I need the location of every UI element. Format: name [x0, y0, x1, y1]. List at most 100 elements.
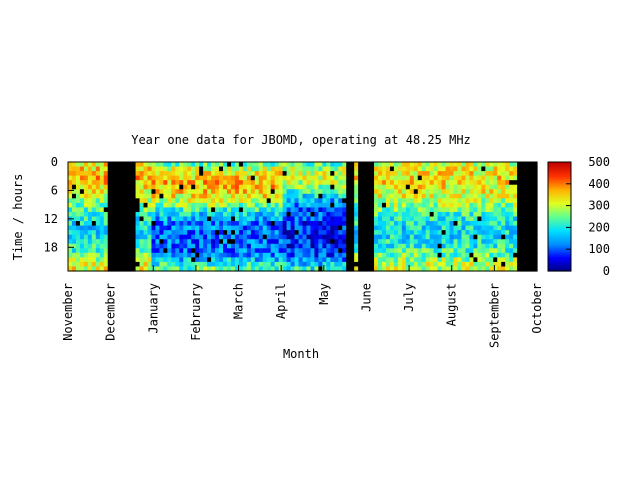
- heatmap-cell: [509, 252, 514, 258]
- heatmap-cell: [294, 234, 300, 240]
- heatmap-cell: [354, 257, 359, 263]
- heatmap-cell: [246, 234, 252, 240]
- heatmap-cell: [147, 162, 153, 168]
- heatmap-cell: [350, 248, 355, 254]
- heatmap-cell: [127, 221, 133, 227]
- heatmap-cell: [401, 239, 407, 245]
- heatmap-cell: [421, 198, 427, 204]
- heatmap-cell: [381, 261, 387, 268]
- heatmap-cell: [326, 248, 331, 254]
- heatmap-cell: [525, 193, 530, 199]
- heatmap-cell: [453, 252, 459, 258]
- heatmap-cell: [226, 243, 232, 249]
- heatmap-cell: [385, 175, 391, 181]
- heatmap-cell: [445, 207, 451, 213]
- heatmap-cell: [163, 202, 168, 209]
- heatmap-cell: [167, 221, 172, 227]
- heatmap-cell: [429, 239, 435, 245]
- heatmap-cell: [274, 261, 280, 268]
- heatmap-cell: [473, 239, 478, 245]
- heatmap-cell: [230, 248, 236, 254]
- heatmap-cell: [203, 202, 208, 209]
- heatmap-cell: [238, 180, 244, 186]
- heatmap-cell: [278, 221, 284, 227]
- heatmap-cell: [302, 171, 308, 177]
- heatmap-cell: [485, 193, 490, 199]
- heatmap-cell: [151, 225, 157, 231]
- heatmap-cell: [159, 175, 164, 181]
- heatmap-cell: [381, 252, 387, 258]
- heatmap-cell: [481, 257, 486, 263]
- heatmap-cell: [401, 198, 407, 204]
- heatmap-cell: [290, 189, 296, 195]
- heatmap-cell: [322, 184, 327, 190]
- heatmap-cell: [354, 166, 359, 172]
- heatmap-cell: [409, 266, 415, 272]
- heatmap-cell: [203, 252, 208, 258]
- heatmap-cell: [151, 175, 157, 181]
- heatmap-cell: [286, 266, 292, 272]
- heatmap-cell: [501, 239, 506, 245]
- heatmap-cell: [294, 211, 300, 218]
- heatmap-cell: [266, 225, 272, 231]
- heatmap-cell: [123, 184, 129, 190]
- heatmap-cell: [429, 230, 435, 236]
- heatmap-cell: [199, 230, 204, 236]
- heatmap-cell: [219, 243, 224, 249]
- heatmap-cell: [119, 162, 125, 168]
- heatmap-cell: [497, 202, 502, 209]
- heatmap-cell: [119, 257, 125, 263]
- heatmap-cell: [207, 266, 212, 272]
- heatmap-cell: [461, 266, 467, 272]
- heatmap-cell: [461, 225, 467, 231]
- colorbar-segment: [548, 234, 571, 238]
- heatmap-cell: [155, 171, 161, 177]
- heatmap-cell: [139, 202, 145, 209]
- heatmap-cell: [95, 175, 101, 181]
- heatmap-cell: [282, 211, 288, 218]
- heatmap-cell: [417, 180, 423, 186]
- heatmap-cell: [370, 207, 375, 213]
- heatmap-cell: [179, 257, 184, 263]
- heatmap-cell: [381, 189, 387, 195]
- heatmap-cell: [465, 175, 471, 181]
- heatmap-cell: [441, 193, 447, 199]
- heatmap-cell: [250, 198, 256, 204]
- heatmap-cell: [139, 221, 145, 227]
- heatmap-cell: [103, 261, 109, 268]
- heatmap-cell: [326, 175, 331, 181]
- heatmap-cell: [330, 166, 335, 172]
- heatmap-cell: [223, 230, 228, 236]
- heatmap-cell: [501, 193, 506, 199]
- heatmap-cell: [163, 243, 168, 249]
- heatmap-cell: [266, 211, 272, 218]
- heatmap-cell: [421, 175, 427, 181]
- heatmap-cell: [131, 257, 137, 263]
- heatmap-cell: [366, 198, 371, 204]
- heatmap-cell: [159, 180, 164, 186]
- heatmap-cell: [95, 211, 101, 218]
- y-tick-label: 6: [51, 183, 58, 197]
- heatmap-cell: [393, 252, 399, 258]
- heatmap-cell: [254, 216, 260, 222]
- heatmap-cell: [99, 193, 105, 199]
- heatmap-cell: [99, 198, 105, 204]
- heatmap-cell: [473, 175, 478, 181]
- heatmap-cell: [123, 202, 129, 209]
- heatmap-cell: [115, 166, 121, 172]
- heatmap-cell: [79, 230, 85, 236]
- heatmap-cell: [199, 261, 204, 268]
- heatmap-cell: [461, 211, 467, 218]
- heatmap-cell: [302, 175, 308, 181]
- heatmap-cell: [191, 257, 196, 263]
- heatmap-cell: [437, 184, 443, 190]
- heatmap-cell: [171, 252, 176, 258]
- heatmap-cell: [111, 171, 117, 177]
- heatmap-cell: [437, 171, 443, 177]
- heatmap-cell: [71, 211, 77, 218]
- heatmap-cell: [381, 175, 387, 181]
- heatmap-cell: [294, 198, 300, 204]
- heatmap-cell: [457, 193, 463, 199]
- heatmap-cell: [374, 239, 379, 245]
- heatmap-cell: [139, 171, 145, 177]
